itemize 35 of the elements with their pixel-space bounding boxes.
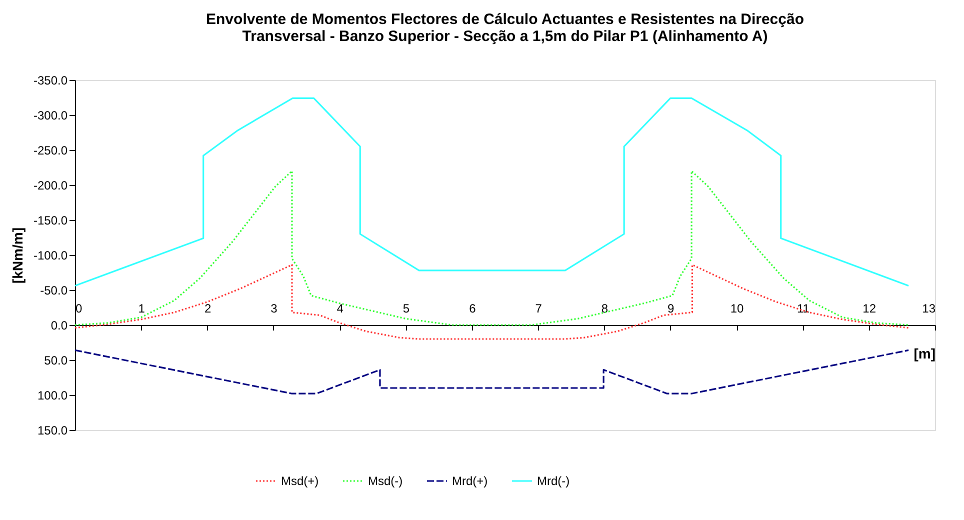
x-tick-label: 10	[730, 302, 744, 316]
y-tick-label: -350.0	[33, 74, 68, 88]
legend-label: Msd(-)	[368, 474, 403, 488]
y-tick-label: -300.0	[33, 108, 68, 122]
x-tick-label: 4	[336, 302, 344, 316]
x-tick-label: 9	[668, 302, 675, 316]
line-series	[74, 349, 910, 394]
legend-label: Mrd(-)	[537, 474, 570, 488]
y-tick-label: 0.0	[50, 318, 68, 332]
x-tick-label: 0	[76, 302, 82, 316]
y-tick-label: -200.0	[33, 178, 68, 192]
x-tick-label: 13	[922, 302, 936, 316]
line-series	[74, 264, 910, 340]
x-tick-label: 7	[535, 302, 542, 316]
x-tick-label: 8	[601, 302, 608, 316]
y-axis-title: [kNm/m]	[9, 227, 26, 284]
x-tick-label: 2	[204, 302, 212, 316]
y-tick-label: -250.0	[33, 144, 68, 158]
legend-label: Msd(+)	[281, 474, 319, 488]
y-tick-label: 150.0	[37, 424, 68, 438]
line-series	[74, 97, 910, 287]
x-tick-label: 1	[138, 302, 146, 316]
x-tick-label: 6	[469, 302, 476, 316]
legend-label: Mrd(+)	[452, 474, 488, 488]
chart-title: Envolvente de Momentos Flectores de Cálculo Actuantes e Resistentes na Direcção Transversal - Banzo Superior - Secção a 1,5m do Pilar P1 (Alinhamento A)	[206, 11, 804, 45]
x-tick-label: 3	[270, 302, 278, 316]
x-tick-label: 12	[862, 302, 876, 316]
line-series	[74, 170, 910, 326]
y-tick-label: -100.0	[33, 248, 68, 262]
y-tick-label: 50.0	[44, 354, 68, 368]
y-tick-label: -150.0	[33, 214, 68, 228]
y-tick-label: 100.0	[37, 388, 68, 402]
x-axis-title: [m]	[914, 346, 936, 362]
x-tick-label: 5	[402, 302, 410, 316]
y-tick-label: -50.0	[40, 284, 68, 298]
